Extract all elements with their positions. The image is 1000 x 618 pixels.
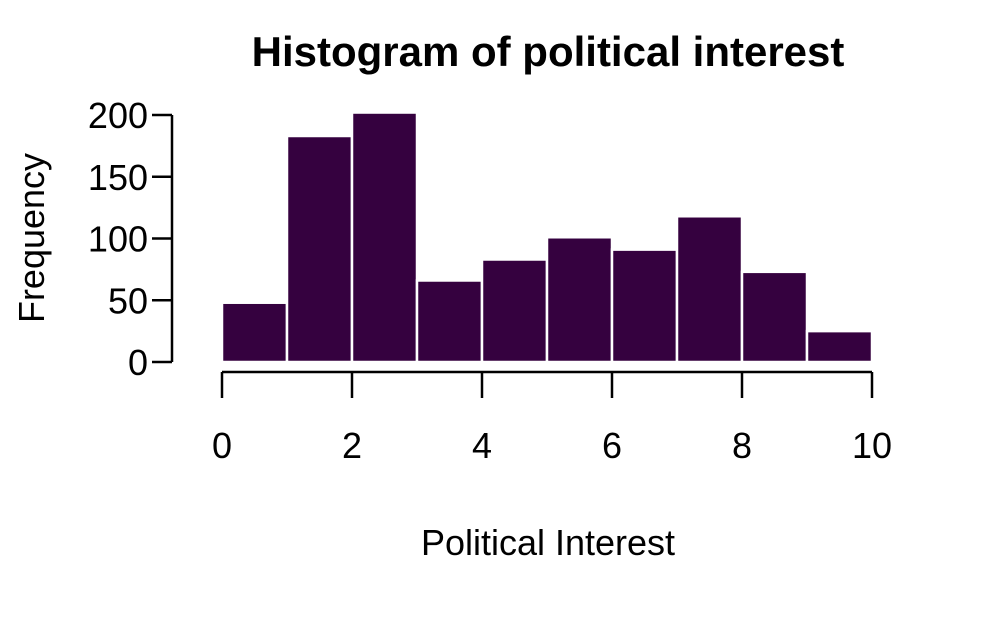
x-tick-label: 2 <box>342 425 362 466</box>
histogram-bar <box>285 134 354 364</box>
histogram-bar <box>805 329 874 364</box>
x-axis: 0 2 4 6 8 10 <box>212 370 892 466</box>
histogram-bar <box>740 270 809 364</box>
histogram-bar <box>480 258 549 364</box>
x-tick-label: 0 <box>212 425 232 466</box>
y-tick-label: 100 <box>88 219 148 260</box>
histogram-bar <box>545 236 614 364</box>
histogram-bar <box>350 111 419 364</box>
x-tick-label: 6 <box>602 425 622 466</box>
histogram-bar <box>415 279 484 364</box>
chart-title: Histogram of political interest <box>252 28 845 75</box>
histogram-bar <box>675 215 744 364</box>
histogram-bar <box>220 301 289 364</box>
y-tick-label: 50 <box>108 280 148 321</box>
y-tick-label: 0 <box>128 342 148 383</box>
y-tick-label: 200 <box>88 95 148 136</box>
y-axis: 0 50 100 150 200 <box>88 95 174 383</box>
bars-group <box>220 111 874 364</box>
y-axis-label: Frequency <box>11 153 52 323</box>
x-tick-label: 8 <box>732 425 752 466</box>
x-tick-label: 10 <box>852 425 892 466</box>
x-axis-label: Political Interest <box>421 522 675 563</box>
y-tick-label: 150 <box>88 157 148 198</box>
histogram-bar <box>610 248 679 364</box>
x-tick-label: 4 <box>472 425 492 466</box>
